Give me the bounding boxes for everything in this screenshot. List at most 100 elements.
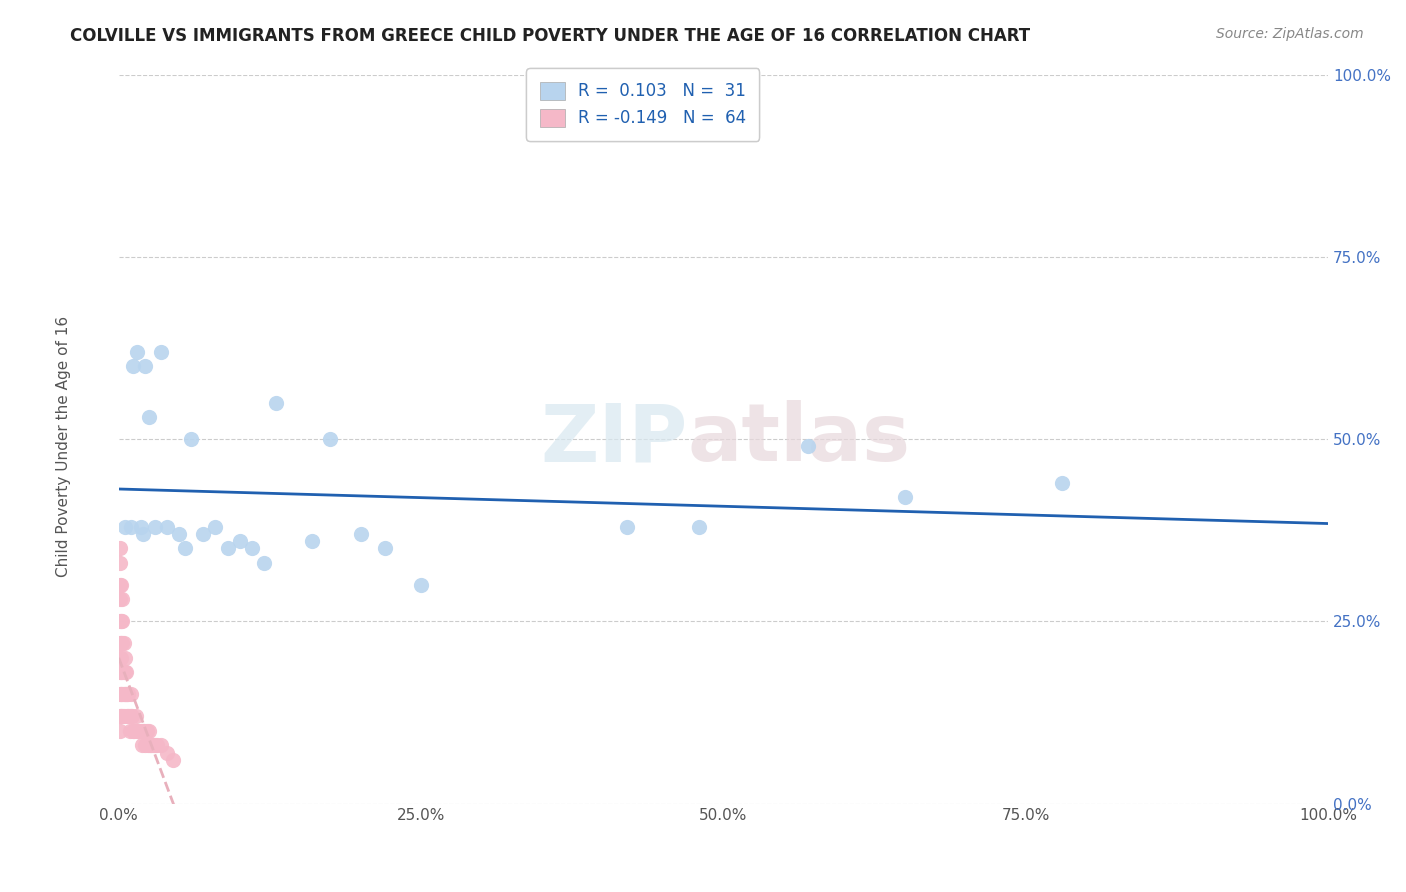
Point xyxy=(121,709,143,723)
Point xyxy=(301,534,323,549)
Point xyxy=(135,723,157,738)
Point xyxy=(108,709,131,723)
Point xyxy=(143,519,166,533)
Text: ZIP: ZIP xyxy=(540,401,688,478)
Point xyxy=(797,439,820,453)
Text: atlas: atlas xyxy=(688,401,910,478)
Point xyxy=(111,665,134,680)
Point xyxy=(228,534,250,549)
Point xyxy=(114,687,136,701)
Point xyxy=(150,739,173,753)
Point xyxy=(253,556,276,570)
Point xyxy=(110,687,132,701)
Point xyxy=(217,541,239,556)
Point xyxy=(167,526,190,541)
Point xyxy=(174,541,197,556)
Point xyxy=(319,432,342,446)
Point xyxy=(112,709,135,723)
Point xyxy=(111,636,134,650)
Legend: R =  0.103   N =  31, R = -0.149   N =  64: R = 0.103 N = 31, R = -0.149 N = 64 xyxy=(526,69,759,141)
Point xyxy=(114,519,136,533)
Point xyxy=(115,709,138,723)
Point xyxy=(117,709,139,723)
Point xyxy=(134,723,156,738)
Point xyxy=(134,739,156,753)
Point xyxy=(616,519,638,533)
Point xyxy=(108,615,131,629)
Point xyxy=(122,723,145,738)
Point xyxy=(125,344,148,359)
Point xyxy=(111,615,134,629)
Point xyxy=(193,526,215,541)
Text: COLVILLE VS IMMIGRANTS FROM GREECE CHILD POVERTY UNDER THE AGE OF 16 CORRELATION: COLVILLE VS IMMIGRANTS FROM GREECE CHILD… xyxy=(70,27,1031,45)
Point xyxy=(138,410,160,425)
Point xyxy=(136,739,159,753)
Point xyxy=(114,665,136,680)
Point xyxy=(115,687,138,701)
Point xyxy=(110,578,132,592)
Point xyxy=(125,723,148,738)
Point xyxy=(894,491,917,505)
Point xyxy=(138,723,160,738)
Point xyxy=(129,519,152,533)
Point xyxy=(111,687,134,701)
Point xyxy=(129,723,152,738)
Point xyxy=(112,636,135,650)
Point xyxy=(127,723,149,738)
Point xyxy=(108,556,131,570)
Point xyxy=(110,650,132,665)
Point xyxy=(688,519,710,533)
Point xyxy=(122,359,145,373)
Point xyxy=(108,578,131,592)
Point xyxy=(132,526,155,541)
Point xyxy=(118,709,141,723)
Point xyxy=(156,746,179,760)
Point xyxy=(156,519,179,533)
Point xyxy=(146,739,169,753)
Point xyxy=(108,723,131,738)
Point xyxy=(240,541,263,556)
Point xyxy=(118,723,141,738)
Point xyxy=(112,665,135,680)
Point xyxy=(128,723,150,738)
Point xyxy=(349,526,371,541)
Point xyxy=(141,739,163,753)
Point xyxy=(115,687,138,701)
Point xyxy=(180,432,202,446)
Point xyxy=(108,636,131,650)
Point xyxy=(110,665,132,680)
Point xyxy=(132,723,155,738)
Point xyxy=(115,665,138,680)
Point xyxy=(112,687,135,701)
Point xyxy=(108,665,131,680)
Point xyxy=(117,687,139,701)
Point xyxy=(1050,475,1073,490)
Point xyxy=(124,723,146,738)
Point xyxy=(124,709,146,723)
Point xyxy=(162,753,184,767)
Point xyxy=(143,739,166,753)
Point xyxy=(142,739,165,753)
Point xyxy=(110,709,132,723)
Point xyxy=(374,541,396,556)
Point xyxy=(131,739,153,753)
Point xyxy=(204,519,226,533)
Point xyxy=(120,519,142,533)
Point xyxy=(139,739,162,753)
Point xyxy=(134,359,156,373)
Point xyxy=(111,592,134,607)
Point xyxy=(264,395,287,409)
Point xyxy=(409,578,432,592)
Point xyxy=(114,650,136,665)
Point xyxy=(108,687,131,701)
Point xyxy=(120,709,142,723)
Point xyxy=(108,541,131,556)
Text: Child Poverty Under the Age of 16: Child Poverty Under the Age of 16 xyxy=(56,316,70,576)
Point xyxy=(108,650,131,665)
Point xyxy=(111,709,134,723)
Text: Source: ZipAtlas.com: Source: ZipAtlas.com xyxy=(1216,27,1364,41)
Point xyxy=(150,344,173,359)
Point xyxy=(110,615,132,629)
Point xyxy=(108,592,131,607)
Point xyxy=(110,636,132,650)
